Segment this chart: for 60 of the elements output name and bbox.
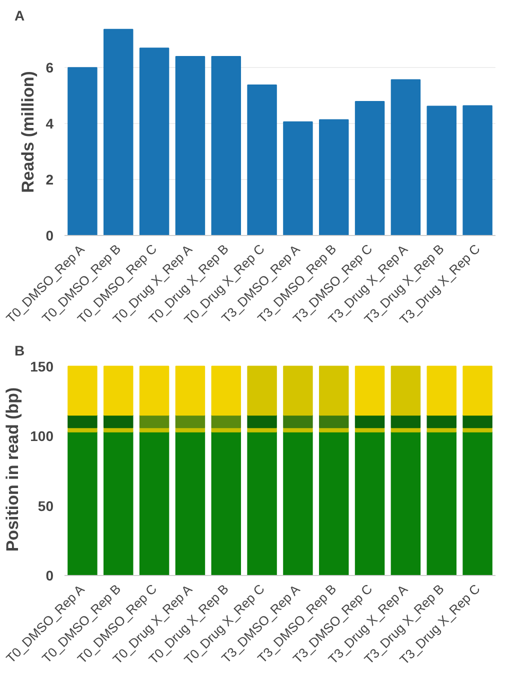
bar: [283, 366, 313, 416]
chart-title: A: [14, 8, 25, 24]
bar: [68, 366, 98, 416]
bar: [104, 28, 134, 236]
bar: [354, 414, 385, 428]
bar: [283, 414, 313, 428]
bar: [175, 414, 206, 428]
bar: [104, 431, 134, 576]
bar: [247, 366, 277, 416]
y-tick-label: 0: [46, 568, 54, 584]
y-axis-title: Reads (million): [18, 71, 38, 193]
bar: [139, 366, 170, 416]
y-tick-label: 150: [30, 358, 54, 374]
y-tick-label: 2: [46, 172, 54, 188]
bar: [319, 414, 349, 428]
bar: [104, 414, 134, 428]
bar: [462, 414, 492, 428]
bar: [68, 67, 98, 236]
bar: [390, 414, 421, 428]
bar: [354, 366, 385, 416]
y-tick-label: 0: [46, 228, 54, 244]
bar: [139, 48, 170, 236]
bar: [139, 414, 170, 428]
bar: [319, 366, 349, 416]
bar: [354, 101, 385, 236]
bar: [426, 414, 456, 428]
y-tick-label: 6: [46, 60, 54, 76]
bar: [175, 431, 206, 576]
bar: [247, 431, 277, 576]
bar: [462, 366, 492, 416]
y-tick-label: 50: [38, 498, 54, 514]
bar: [283, 121, 313, 236]
y-axis-title: Position in read (bp): [3, 387, 22, 552]
bar: [211, 414, 241, 428]
bar: [390, 79, 421, 236]
y-tick-label: 100: [30, 428, 54, 444]
bar: [104, 366, 134, 416]
bar: [211, 366, 241, 416]
bar: [426, 366, 456, 416]
bar: [139, 431, 170, 576]
bar: [462, 431, 492, 576]
bar: [390, 366, 421, 416]
bar: [319, 431, 349, 576]
bar: [354, 431, 385, 576]
bar: [68, 414, 98, 428]
bar: [426, 431, 456, 576]
bar: [247, 414, 277, 428]
bar: [211, 431, 241, 576]
bar: [283, 431, 313, 576]
bar: [247, 84, 277, 236]
bar: [462, 105, 492, 236]
bar: [319, 119, 349, 236]
y-tick-label: 4: [46, 116, 54, 132]
bar: [211, 56, 241, 236]
bar: [175, 56, 206, 236]
bar: [426, 106, 456, 236]
bar: [175, 366, 206, 416]
chart-title: B: [14, 342, 25, 358]
bar: [68, 431, 98, 576]
bar: [390, 431, 421, 576]
